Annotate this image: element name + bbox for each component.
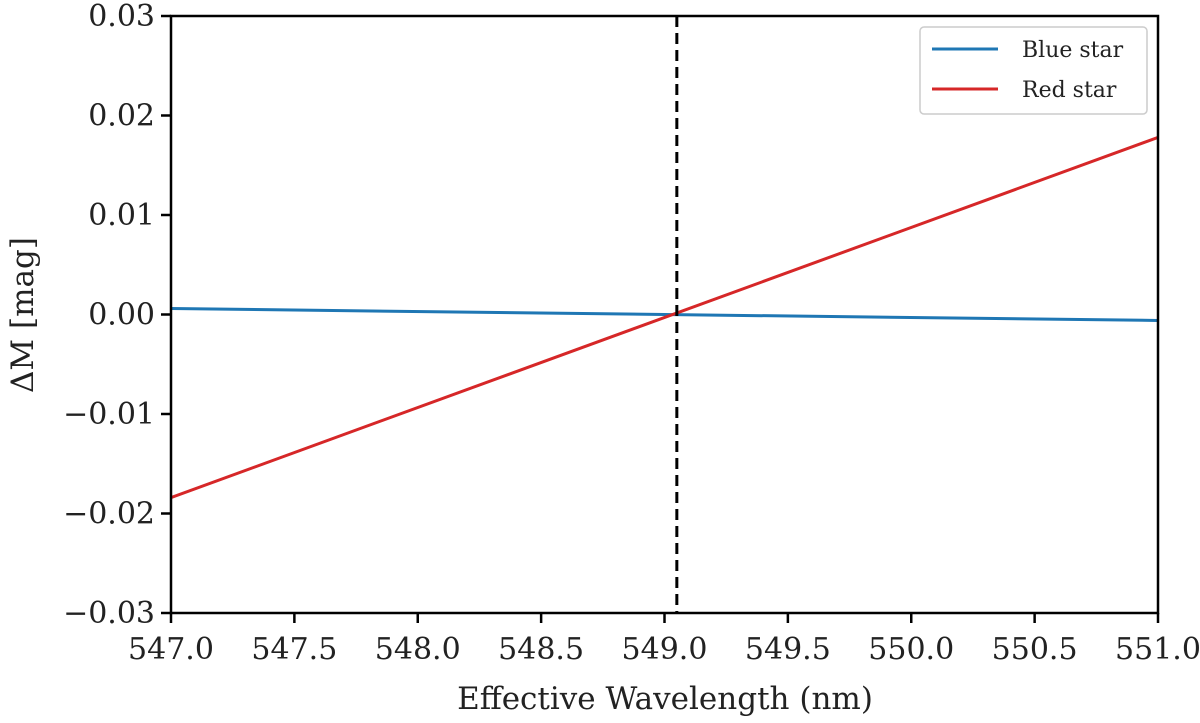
series-line-blue-star: [171, 307, 1158, 322]
x-tick-label: 550.5: [992, 632, 1078, 667]
y-tick-label: 0.03: [88, 0, 155, 34]
y-tick-label: 0.02: [88, 99, 155, 134]
y-tick-label: −0.01: [63, 397, 155, 432]
legend-label-blue-star: Blue star: [1022, 38, 1124, 63]
y-axis-title: ΔM [mag]: [5, 237, 41, 393]
series-lines: [171, 16, 1158, 613]
x-axis-title: Effective Wavelength (nm): [457, 681, 873, 717]
x-tick-label: 548.5: [498, 632, 584, 667]
x-tick-label: 547.5: [251, 632, 337, 667]
series-line-red-star: [171, 135, 1158, 499]
x-tick-label: 550.0: [868, 632, 954, 667]
x-tick-label: 548.0: [375, 632, 461, 667]
x-tick-label: 549.0: [622, 632, 708, 667]
y-tick-label: −0.02: [63, 497, 155, 532]
x-tick-label: 551.0: [1115, 632, 1200, 667]
ticks: 547.0 547.5 548.0 548.5 549.0 549.5 550.0 550.5…: [63, 0, 1200, 667]
y-tick-label: 0.01: [88, 198, 155, 233]
legend: Blue star Red star: [919, 26, 1148, 115]
x-tick-label: 547.0: [128, 632, 214, 667]
y-tick-label: 0.00: [88, 298, 155, 333]
legend-label-red-star: Red star: [1022, 78, 1117, 103]
x-tick-label: 549.5: [745, 632, 831, 667]
y-tick-label: −0.03: [63, 596, 155, 631]
